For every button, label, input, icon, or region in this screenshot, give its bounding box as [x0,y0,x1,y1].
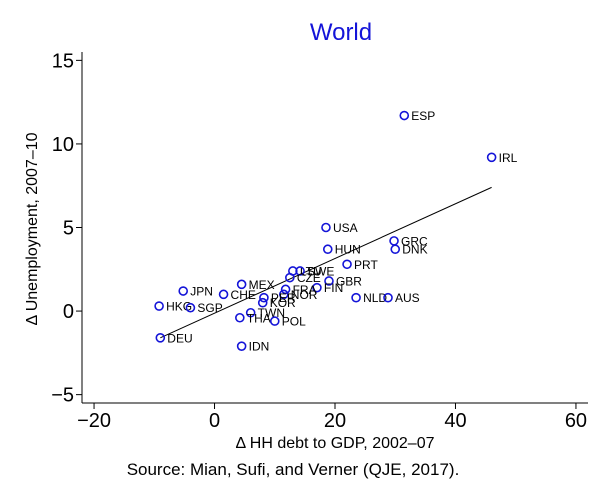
data-point [178,286,188,296]
x-tick-label: 40 [444,410,466,432]
data-point [399,110,410,121]
point-label: GBR [336,274,362,288]
x-tick-label: 60 [565,410,587,432]
point-label: DNK [402,243,427,257]
point-label: HUN [335,243,361,257]
point-label: IRL [499,151,518,165]
x-tick-label: 20 [324,410,346,432]
data-point [390,244,401,255]
data-point [322,244,333,255]
data-point [280,284,291,295]
point-label: PER [271,291,296,305]
point-label: NLD [363,291,387,305]
data-point [245,307,256,318]
point-label: FRA [293,283,317,297]
data-point [257,297,268,308]
data-point [185,302,196,313]
point-label: KOR [270,296,296,310]
data-point [269,316,280,326]
fit-line [160,186,492,339]
point-label: HKG [166,300,192,314]
point-label: GRC [401,234,428,248]
y-tick-label: 10 [52,134,74,156]
y-axis-label: Δ Unemployment, 2007–10 [24,132,41,325]
point-label: IDN [249,340,270,354]
point-label: USA [333,221,358,235]
y-tick-label: −5 [51,385,74,407]
data-point [236,341,247,351]
point-label: CHE [231,288,256,302]
point-label: TWN [258,306,285,320]
x-tick-label: −20 [77,410,111,432]
data-point [235,312,245,323]
point-label: JPN [190,285,213,299]
point-label: SGP [197,301,222,315]
data-point [259,292,269,303]
y-tick-label: 0 [63,301,74,323]
point-label: THA [247,311,271,325]
point-label: POL [282,315,306,329]
data-point [154,301,164,311]
data-point [324,276,334,286]
data-point [312,282,322,293]
data-point [295,266,305,276]
x-tick-label: 0 [209,410,220,432]
data-point [155,333,166,343]
data-point [351,292,361,303]
data-point [383,292,393,303]
data-point [486,152,497,163]
x-axis-label: Δ HH debt to GDP, 2002–07 [236,435,435,452]
data-point [389,236,399,246]
point-label: SWE [307,264,334,278]
point-label: LTU [300,264,322,278]
point-label: PRT [354,258,378,272]
point-label: DEU [167,331,192,345]
data-point [278,289,289,300]
point-label: MEX [249,278,275,292]
data-point [218,289,229,300]
point-label: CZE [297,271,321,285]
data-point [321,222,331,233]
y-tick-label: 5 [63,218,74,240]
point-label: FIN [324,281,343,295]
source-note: Source: Mian, Sufi, and Verner (QJE, 201… [127,460,460,479]
point-label: NOR [291,288,318,302]
y-tick-label: 15 [52,50,74,72]
chart-title: World [310,19,372,46]
data-point [236,279,247,290]
data-point [342,259,352,270]
data-point [285,272,295,283]
point-label: ESP [411,109,435,123]
point-label: AUS [395,291,420,305]
